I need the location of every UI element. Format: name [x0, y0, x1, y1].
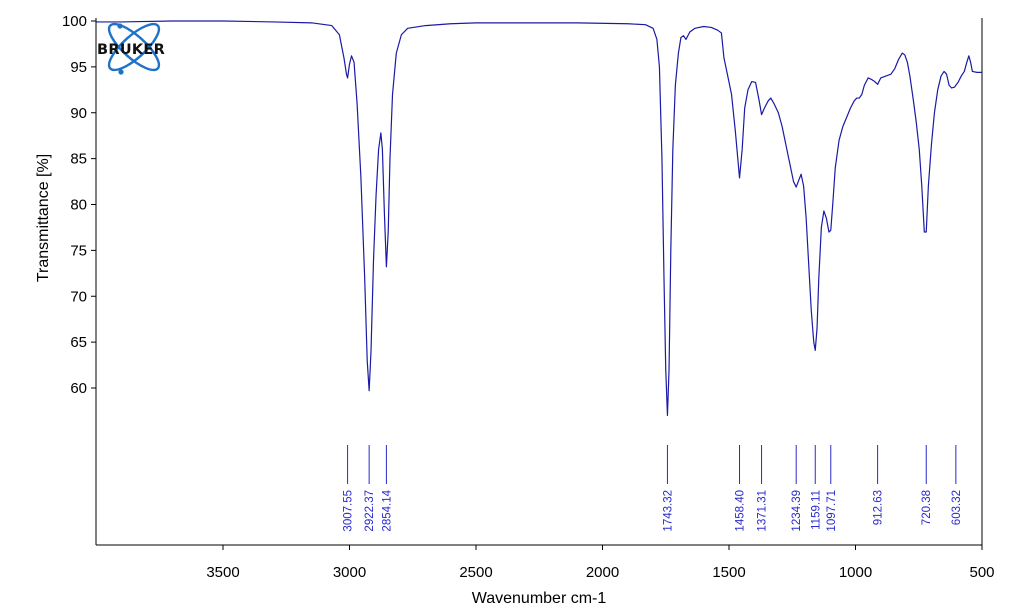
peak-label: 912.63: [873, 490, 885, 525]
x-tick-label: 500: [969, 564, 994, 581]
peak-label: 720.38: [921, 490, 933, 525]
y-tick-label: 85: [70, 151, 87, 168]
logo-dot-bottom: [118, 69, 124, 75]
logo-text: BRUKER: [97, 42, 165, 58]
peak-label: 3007.55: [343, 490, 355, 532]
x-tick-label: 1000: [839, 564, 872, 581]
y-tick-label: 60: [70, 380, 87, 397]
bruker-logo: BRUKER: [97, 22, 165, 75]
logo-dot-top: [117, 23, 123, 29]
x-tick-label: 3000: [333, 564, 366, 581]
x-tick-label: 3500: [206, 564, 239, 581]
peak-label: 2922.37: [364, 490, 376, 532]
peak-label: 1097.71: [826, 490, 838, 532]
logo-orbit-1: [107, 22, 161, 72]
y-axis-ticks: 60 65 70 75 80 85 90 95 100: [62, 13, 96, 397]
y-tick-label: 75: [70, 242, 87, 259]
logo-orbit-2: [107, 22, 161, 72]
x-tick-label: 2500: [459, 564, 492, 581]
y-tick-label: 65: [70, 334, 87, 351]
peak-label: 2854.14: [381, 489, 393, 531]
y-tick-label: 100: [62, 13, 87, 30]
peak-label: 1234.39: [791, 490, 803, 532]
peak-label: 603.32: [951, 490, 963, 525]
x-axis-title: Wavenumber cm-1: [472, 590, 607, 607]
y-tick-label: 70: [70, 288, 87, 305]
x-tick-label: 2000: [586, 564, 619, 581]
y-tick-label: 80: [70, 197, 87, 214]
peak-markers: 3007.55 2922.37 2854.14 1743.32 1458.40 1371.…: [343, 445, 963, 532]
spectrum-line: [96, 20, 982, 417]
y-tick-label: 95: [70, 59, 87, 76]
plot-frame: [95, 18, 983, 546]
x-tick-label: 1500: [712, 564, 745, 581]
x-axis-ticks: 3500 3000 2500 2000 1500 1000 500: [206, 545, 995, 581]
peak-label: 1458.40: [735, 490, 747, 532]
peak-label: 1371.31: [757, 490, 769, 532]
y-tick-label: 90: [70, 105, 87, 122]
y-axis-title: Transmittance [%]: [35, 154, 52, 282]
peak-label: 1159.11: [810, 490, 822, 530]
peak-label: 1743.32: [662, 490, 674, 532]
